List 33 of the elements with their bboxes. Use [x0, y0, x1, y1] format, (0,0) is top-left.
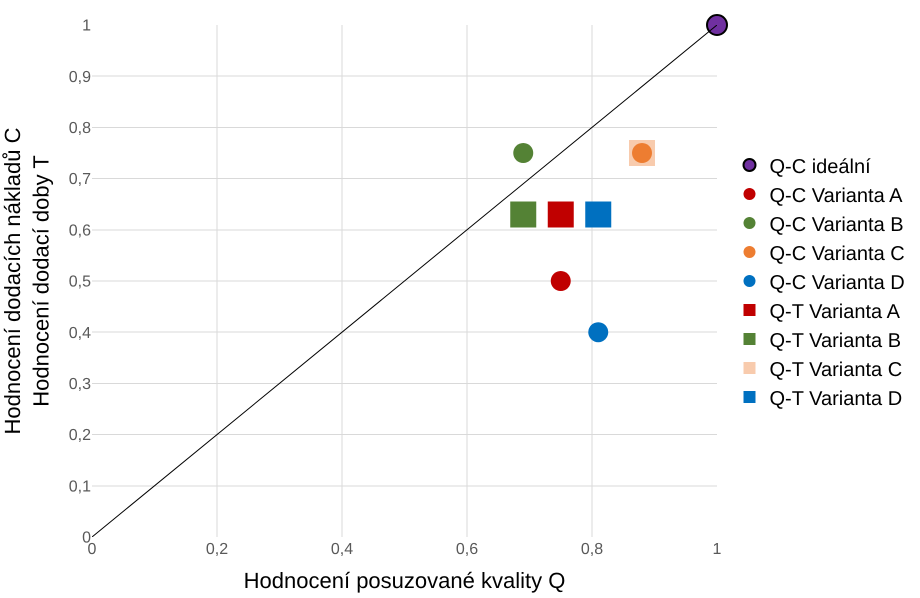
y-tick-label: 0,6	[68, 222, 92, 240]
y-tick-label: 0,9	[68, 68, 92, 86]
y-tick-label: 0,7	[68, 171, 92, 188]
y-tick-label: 0,1	[68, 478, 92, 496]
y-tick-label: 0,5	[68, 274, 92, 291]
legend-label: Q-T Varianta D	[770, 388, 902, 410]
x-tick-label: 0,2	[206, 541, 228, 558]
point	[550, 271, 571, 291]
x-tick-label: 1	[712, 541, 722, 558]
legend-label: Q-C Varianta D	[770, 272, 905, 294]
y-tick-label: 0,3	[68, 376, 92, 393]
x-tick-label: 0,8	[580, 541, 604, 558]
y-tick-label: 1	[82, 18, 92, 35]
legend-label: Q-T Varianta B	[770, 330, 902, 352]
point	[585, 201, 612, 228]
point	[706, 14, 728, 36]
point	[548, 201, 574, 228]
legend-label: Q-T Varianta C	[770, 358, 902, 381]
y-tick-label: 0,8	[68, 120, 92, 137]
x-tick-label: 0,6	[456, 541, 478, 558]
x-tick-label: 0,4	[330, 541, 354, 558]
legend-label: Q-C ideální	[770, 156, 872, 178]
legend-label: Q-C Varianta C	[770, 242, 905, 265]
legend-label: Q-C Varianta A	[770, 184, 904, 207]
point	[510, 201, 536, 228]
legend-label: Q-C Varianta B	[770, 214, 904, 236]
y-axis-title: Hodnocení dodacích nákladů C Hodnocení dodací doby T	[0, 127, 54, 434]
x-axis-title: Hodnocení posuzované kvality Q	[244, 568, 566, 593]
legend-label: Q-T Varianta A	[770, 300, 901, 323]
y-tick-label: 0,4	[68, 324, 92, 342]
point	[588, 322, 608, 342]
y-tick-label: 0,2	[68, 427, 92, 444]
point	[513, 143, 534, 163]
